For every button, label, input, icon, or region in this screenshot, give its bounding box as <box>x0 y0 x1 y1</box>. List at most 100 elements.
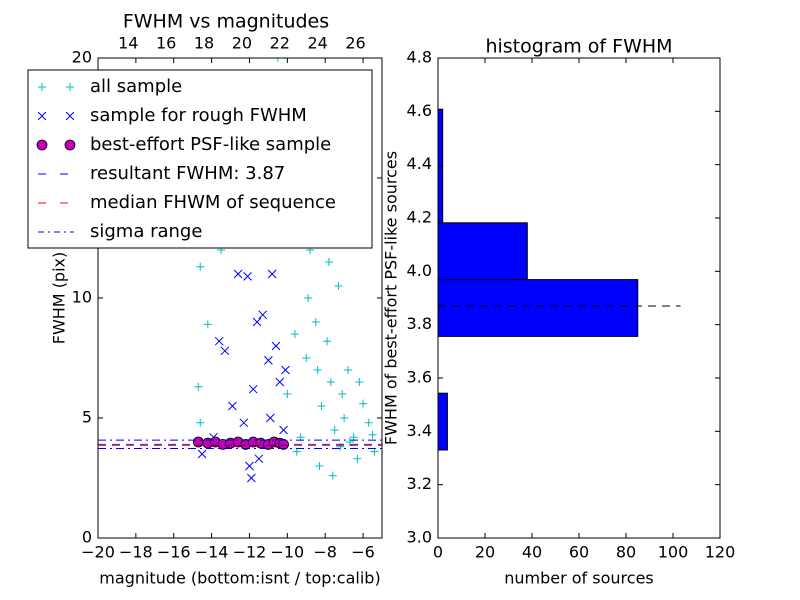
x-tick-label: −14 <box>195 543 229 562</box>
plus-marker <box>343 366 352 374</box>
y-tick-label: 4.4 <box>407 154 432 173</box>
plus-marker <box>196 262 205 271</box>
plus-marker <box>283 390 292 398</box>
y-tick-label: 4.8 <box>407 48 432 67</box>
plus-marker <box>345 438 354 446</box>
x-marker <box>197 449 207 459</box>
x-marker <box>264 356 273 365</box>
x-marker <box>239 418 249 428</box>
x-marker <box>233 269 243 279</box>
plus-marker <box>273 58 282 62</box>
plus-marker <box>326 378 335 386</box>
x-marker <box>65 111 75 121</box>
top-tick-label: 20 <box>232 34 252 53</box>
x-marker <box>265 413 275 423</box>
left-x-label: magnitude (bottom:isnt / top:calib) <box>99 569 380 588</box>
x-tick-label: 80 <box>616 543 636 562</box>
right-y-label: FWHM of best-effort PSF-like sources <box>382 151 401 445</box>
plus-marker <box>359 399 368 408</box>
x-tick-label: 0 <box>433 543 443 562</box>
plus-marker <box>324 258 333 266</box>
right-title: histogram of FWHM <box>485 36 672 58</box>
x-tick-label: −16 <box>157 543 191 562</box>
plus-marker <box>353 454 362 463</box>
y-tick-label: 20 <box>72 48 92 67</box>
top-tick-label: 26 <box>345 34 365 53</box>
x-tick-label: −18 <box>119 543 153 562</box>
x-marker <box>247 473 256 483</box>
y-tick-label: 3.2 <box>407 474 432 493</box>
plus-marker <box>317 402 326 410</box>
plus-marker <box>203 320 212 329</box>
x-marker <box>275 377 285 387</box>
x-tick-label: −8 <box>313 543 337 562</box>
x-tick-label: −6 <box>351 543 375 562</box>
plus-marker <box>355 378 364 386</box>
x-marker <box>271 341 281 351</box>
x-marker <box>248 384 258 394</box>
x-tick-label: −10 <box>270 543 304 562</box>
right-x-label: number of sources <box>504 569 654 588</box>
top-tick-label: 22 <box>270 34 290 53</box>
y-tick-label: 5 <box>82 408 92 427</box>
x-tick-label: 100 <box>658 543 689 562</box>
top-tick-label: 24 <box>307 34 327 53</box>
plus-marker <box>38 83 46 91</box>
top-tick-label: 16 <box>156 34 176 53</box>
top-tick-label: 14 <box>118 34 138 53</box>
legend-label: sigma range <box>90 221 202 242</box>
plus-marker <box>313 366 322 374</box>
bar <box>437 165 444 224</box>
x-marker <box>267 269 277 279</box>
x-marker <box>214 336 224 346</box>
plus-marker <box>290 330 299 338</box>
x-tick-label: 40 <box>522 543 542 562</box>
x-marker <box>254 454 264 464</box>
legend-label: sample for rough FWHM <box>90 105 307 126</box>
x-marker <box>279 425 288 435</box>
plus-marker <box>328 471 337 480</box>
legend-label: resultant FWHM: 3.87 <box>90 163 285 184</box>
bar <box>437 222 528 281</box>
plus-marker <box>334 282 343 290</box>
y-tick-label: 3.0 <box>407 528 432 547</box>
plus-marker <box>315 462 324 470</box>
legend-label: best-effort PSF-like sample <box>90 134 331 155</box>
x-tick-label: 120 <box>705 543 736 562</box>
plus-marker <box>340 414 349 422</box>
y-tick-label: 3.4 <box>407 421 432 440</box>
circle-marker <box>64 139 76 151</box>
top-tick-label: 18 <box>194 34 214 53</box>
plus-marker <box>196 418 205 427</box>
y-tick-label: 3.8 <box>407 314 432 333</box>
legend-box <box>27 69 373 249</box>
plus-marker <box>323 337 332 346</box>
plus-marker <box>311 318 320 326</box>
x-marker <box>281 365 290 375</box>
plus-marker <box>194 382 203 391</box>
y-tick-label: 3.6 <box>407 368 432 387</box>
x-marker <box>37 111 47 121</box>
bar <box>437 392 448 451</box>
plus-marker <box>66 83 74 91</box>
x-marker <box>228 401 237 411</box>
y-tick-label: 10 <box>72 288 92 307</box>
x-marker <box>258 310 268 320</box>
y-tick-label: 4.0 <box>407 261 432 280</box>
x-tick-label: 60 <box>569 543 589 562</box>
plus-marker <box>330 426 339 434</box>
left-title: FWHM vs magnitudes <box>123 11 329 33</box>
axes-frame <box>437 57 721 539</box>
bar <box>437 279 639 337</box>
legend-label: median FHWM of sequence <box>90 192 336 213</box>
x-tick-label: −20 <box>81 543 115 562</box>
y-tick-label: 4.2 <box>407 208 432 227</box>
plus-marker <box>368 430 377 439</box>
legend: all sample sample for rough FWHM best-effo… <box>27 69 373 249</box>
x-marker <box>245 461 254 471</box>
bar <box>437 108 444 167</box>
plus-marker <box>302 354 311 362</box>
axes-frame <box>97 57 383 539</box>
